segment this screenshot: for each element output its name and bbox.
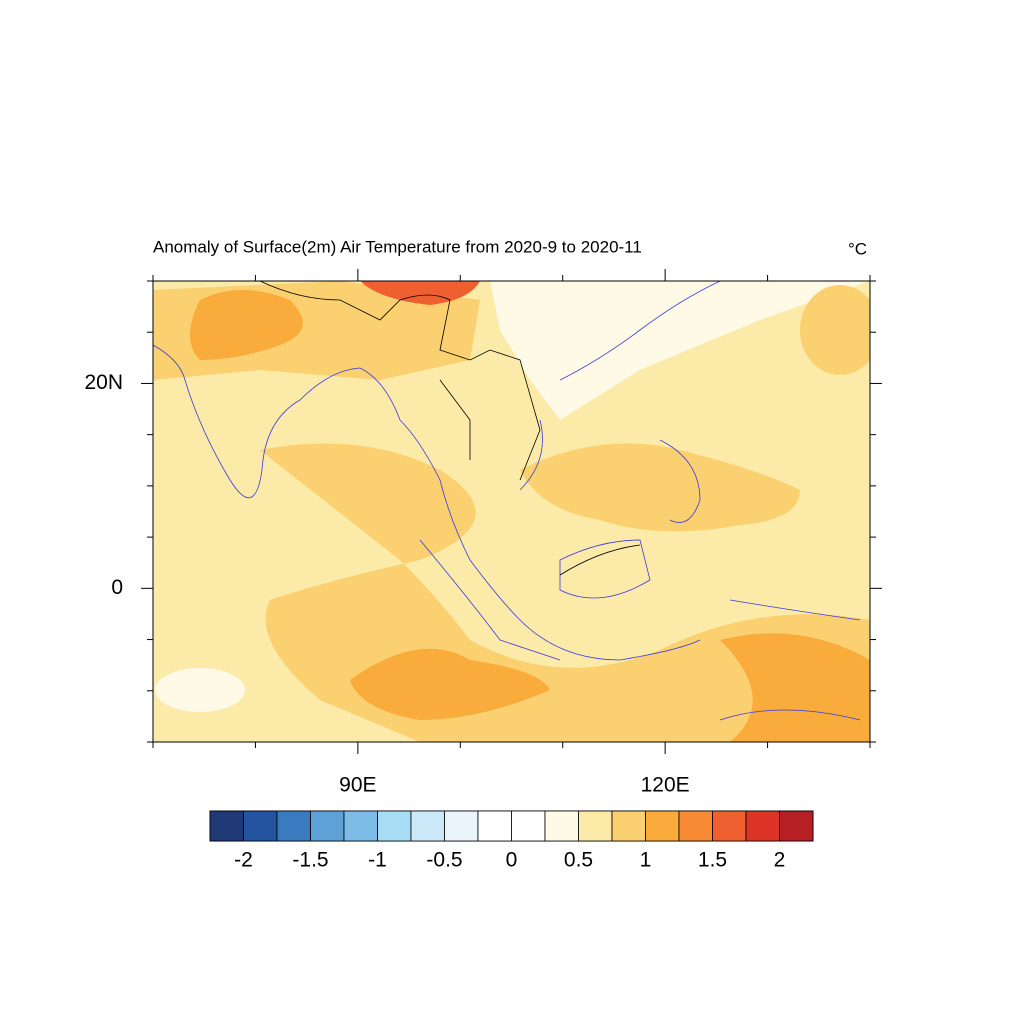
units: °C: [848, 239, 867, 258]
colorbar-box: [276, 810, 311, 842]
colorbar-label: -1.5: [292, 849, 328, 872]
colorbar-box: [578, 810, 613, 842]
colorbar-box: [678, 810, 713, 842]
colorbar-box: [410, 810, 445, 842]
country-border: [259, 281, 641, 576]
colorbar-label: -2: [234, 849, 253, 872]
colorbar-label: -1: [368, 849, 387, 872]
field-strong: [190, 290, 303, 360]
colorbar-label: 1.5: [698, 849, 727, 872]
coastline: [519, 281, 721, 491]
colorbar-box: [712, 810, 747, 842]
field-hot: [360, 281, 480, 305]
colorbar-box: [343, 810, 378, 842]
field-light: [490, 281, 870, 420]
colorbar-box: [310, 810, 345, 842]
colorbar-box: [611, 810, 646, 842]
y-tick-label: 0: [111, 576, 123, 599]
x-tick-label: 90E: [339, 774, 376, 797]
title: Anomaly of Surface(2m) Air Temperature f…: [153, 237, 642, 256]
colorbar-label: 0.5: [564, 849, 593, 872]
colorbar-box: [645, 810, 680, 842]
field-light: [155, 668, 245, 712]
coastline: [153, 344, 701, 661]
colorbar-box: [243, 810, 278, 842]
colorbar-box: [477, 810, 512, 842]
x-tick-label: 120E: [641, 774, 690, 797]
colorbar-box: [745, 810, 780, 842]
colorbar-label: -0.5: [426, 849, 462, 872]
map-field: [153, 281, 870, 742]
colorbar-box: [779, 810, 814, 842]
colorbar-box: [444, 810, 479, 842]
colorbar-box: [544, 810, 579, 842]
colorbar-box: [511, 810, 546, 842]
field-strong: [350, 648, 550, 720]
map-frame: [152, 280, 871, 743]
coastline: [419, 439, 861, 721]
colorbar-box: [209, 810, 244, 842]
field-strong: [720, 633, 870, 742]
colorbar-box: [377, 810, 412, 842]
field-mid: [800, 285, 870, 375]
field-mid: [520, 443, 800, 532]
y-tick-label: 20N: [84, 371, 123, 394]
colorbar-label: 0: [506, 849, 518, 872]
colorbar-label: 1: [640, 849, 652, 872]
colorbar-label: 2: [774, 849, 786, 872]
